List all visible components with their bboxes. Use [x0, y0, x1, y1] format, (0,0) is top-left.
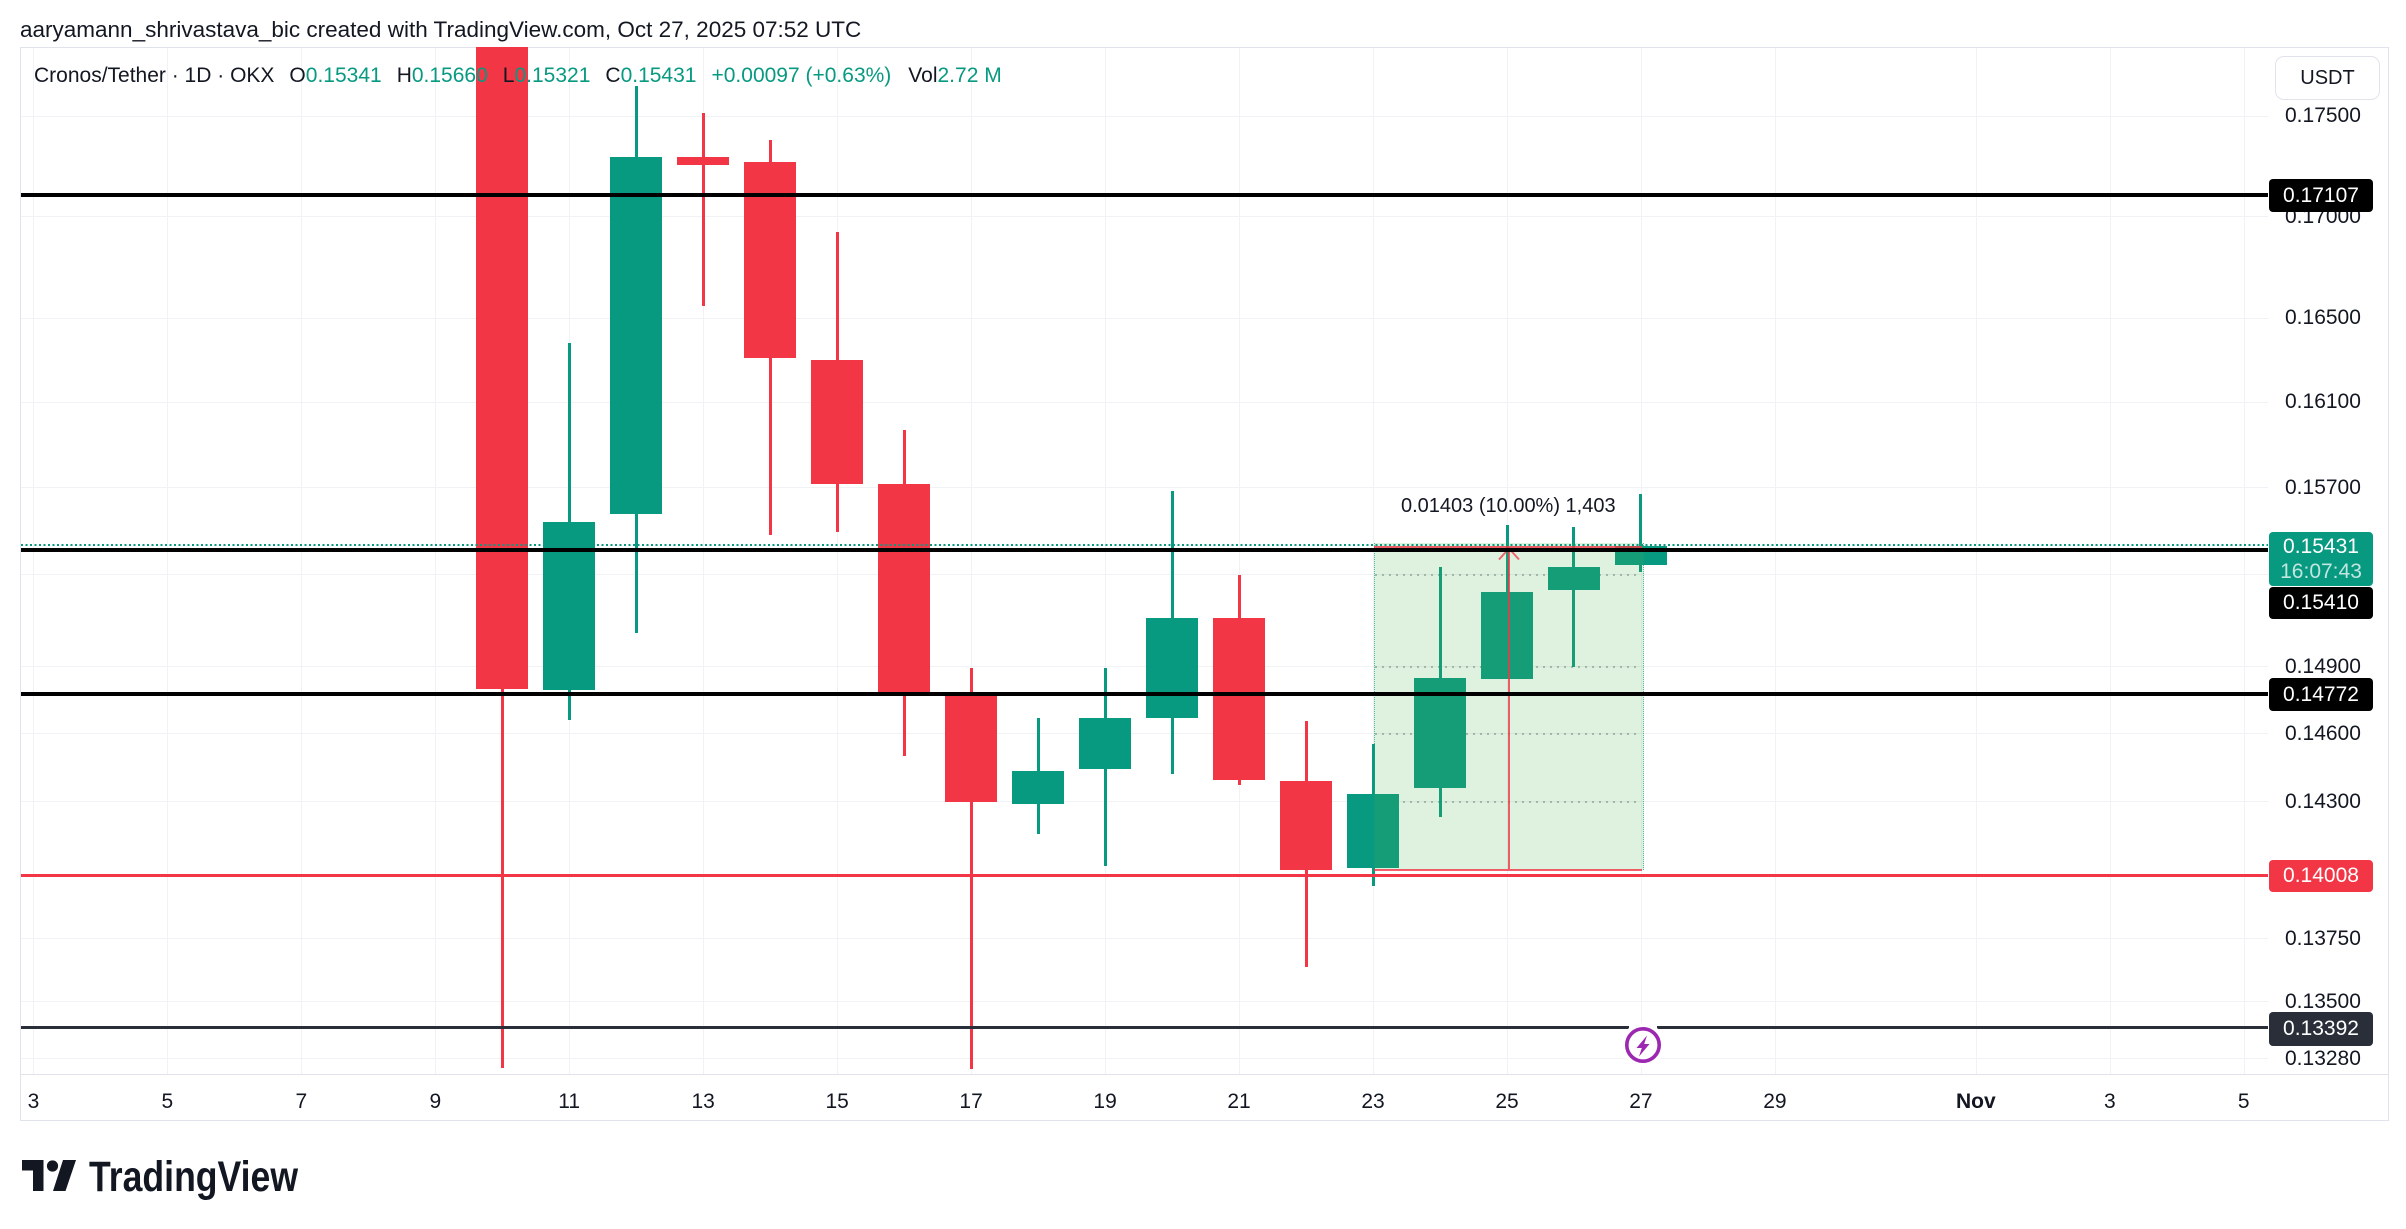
svg-text:TradingView: TradingView [89, 1153, 298, 1201]
